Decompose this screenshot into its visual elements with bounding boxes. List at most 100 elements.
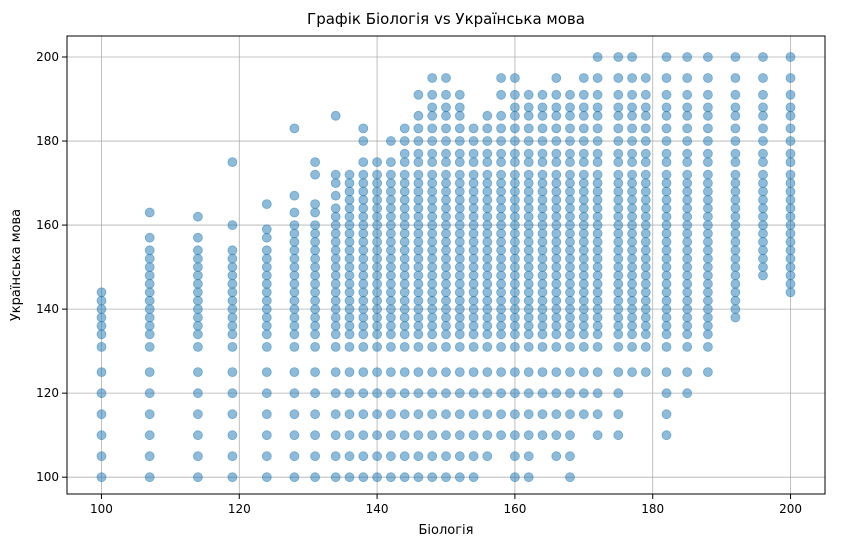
scatter-point (537, 287, 548, 298)
scatter-point (454, 295, 465, 306)
scatter-point (454, 451, 465, 462)
scatter-point (640, 148, 651, 159)
scatter-point (682, 312, 693, 323)
scatter-point (640, 110, 651, 121)
scatter-point (523, 89, 534, 100)
scatter-point (730, 245, 741, 256)
scatter-point (413, 295, 424, 306)
scatter-point (551, 329, 562, 340)
scatter-point (358, 304, 369, 315)
scatter-point (454, 89, 465, 100)
scatter-point (496, 157, 507, 168)
scatter-point (468, 148, 479, 159)
scatter-point (703, 312, 713, 323)
scatter-point (227, 451, 238, 462)
scatter-point (372, 409, 383, 420)
scatter-point (330, 295, 341, 306)
scatter-point (468, 341, 479, 352)
scatter-point (785, 169, 796, 180)
scatter-point (565, 236, 575, 247)
scatter-point (441, 304, 451, 315)
scatter-point (399, 295, 410, 306)
scatter-point (592, 194, 603, 205)
scatter-point (372, 178, 383, 189)
scatter-point (227, 430, 238, 441)
scatter-point (372, 186, 383, 197)
scatter-point (661, 430, 672, 441)
scatter-point (661, 110, 672, 121)
scatter-point (496, 148, 507, 159)
scatter-point (758, 52, 768, 62)
scatter-point (730, 102, 741, 113)
scatter-point (578, 295, 589, 306)
scatter-point (441, 220, 451, 231)
scatter-point (358, 287, 369, 298)
scatter-point (441, 320, 451, 331)
scatter-point (785, 52, 796, 62)
scatter-point (372, 194, 383, 205)
scatter-point (510, 253, 520, 264)
scatter-point (344, 472, 355, 483)
scatter-point (192, 341, 203, 352)
scatter-point (441, 253, 451, 264)
scatter-point (592, 89, 603, 100)
scatter-point (289, 409, 300, 420)
scatter-point (330, 388, 341, 399)
scatter-point (537, 102, 548, 113)
scatter-point (310, 245, 321, 256)
scatter-point (640, 278, 651, 289)
scatter-point (482, 262, 493, 273)
scatter-point (330, 341, 341, 352)
scatter-point (468, 203, 479, 214)
scatter-point (454, 102, 465, 113)
scatter-point (441, 123, 451, 134)
scatter-point (758, 194, 768, 205)
scatter-point (730, 228, 741, 239)
scatter-point (613, 341, 624, 352)
scatter-point (592, 430, 603, 441)
scatter-point (441, 270, 451, 281)
scatter-point (730, 194, 741, 205)
scatter-point (261, 320, 272, 331)
scatter-point (578, 73, 589, 83)
scatter-point (330, 178, 341, 189)
scatter-point (372, 472, 383, 483)
scatter-point (399, 236, 410, 247)
scatter-point (510, 89, 520, 100)
scatter-point (496, 312, 507, 323)
scatter-point (468, 245, 479, 256)
scatter-point (441, 102, 451, 113)
scatter-point (523, 148, 534, 159)
scatter-point (468, 262, 479, 273)
scatter-point (192, 430, 203, 441)
scatter-point (261, 329, 272, 340)
scatter-point (330, 253, 341, 264)
scatter-point (496, 341, 507, 352)
scatter-point (661, 194, 672, 205)
scatter-point (523, 287, 534, 298)
scatter-point (551, 245, 562, 256)
scatter-point (592, 367, 603, 378)
scatter-point (413, 245, 424, 256)
scatter-point (578, 270, 589, 281)
scatter-point (413, 409, 424, 420)
scatter-point (330, 278, 341, 289)
scatter-point (468, 169, 479, 180)
scatter-point (261, 262, 272, 273)
scatter-point (523, 430, 534, 441)
scatter-point (510, 136, 520, 146)
scatter-point (261, 278, 272, 289)
scatter-point (144, 312, 155, 323)
scatter-point (468, 388, 479, 399)
scatter-point (227, 253, 238, 264)
scatter-point (344, 312, 355, 323)
scatter-point (523, 320, 534, 331)
scatter-point (468, 157, 479, 168)
scatter-point (454, 253, 465, 264)
scatter-point (682, 110, 693, 121)
scatter-point (468, 194, 479, 205)
scatter-point (551, 73, 562, 83)
scatter-point (523, 228, 534, 239)
scatter-point (144, 304, 155, 315)
scatter-point (785, 270, 796, 281)
